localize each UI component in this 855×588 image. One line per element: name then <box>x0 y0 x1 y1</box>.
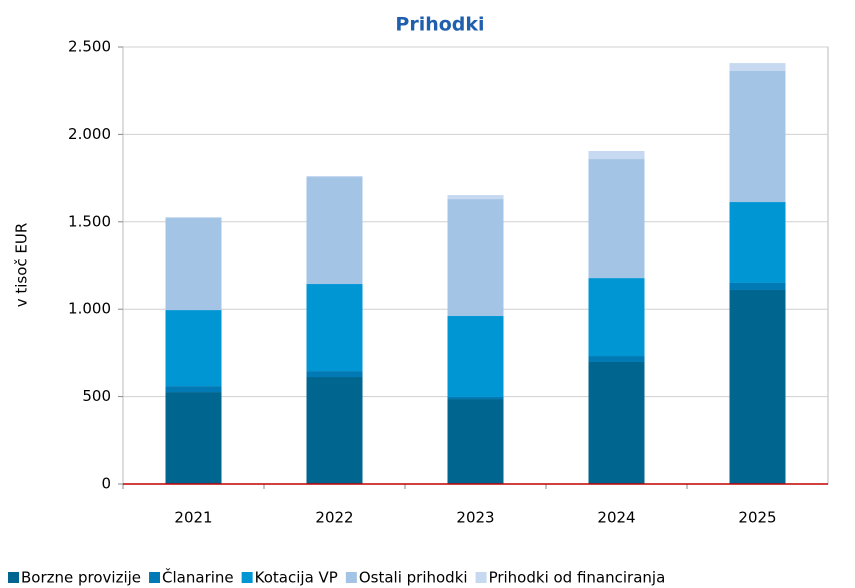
x-tick-label: 2022 <box>315 509 353 527</box>
y-axis-label: v tisoč EUR <box>13 223 31 308</box>
bar-segment <box>306 371 363 378</box>
bar-segment <box>588 356 645 362</box>
bar-segment <box>729 282 786 290</box>
legend-label: Borzne provizije <box>21 569 141 587</box>
bar-segment <box>165 310 222 387</box>
legend-label: Ostali prihodki <box>359 569 468 587</box>
bar-segment <box>447 195 504 200</box>
bar-segment <box>306 284 363 372</box>
bar-segment <box>165 217 222 218</box>
legend-swatch <box>149 572 161 583</box>
bar-segment <box>165 392 222 484</box>
bar-segment <box>588 278 645 357</box>
y-tick-label: 500 <box>82 387 111 405</box>
chart-title: Prihodki <box>395 14 484 36</box>
bar-segment <box>729 289 786 484</box>
bar-segment <box>447 399 504 484</box>
bar-segment <box>729 63 786 71</box>
legend-label: Kotacija VP <box>255 569 338 587</box>
bar-segment <box>165 386 222 393</box>
x-tick-label: 2025 <box>738 509 776 527</box>
x-tick-label: 2021 <box>174 509 212 527</box>
legend-label: Prihodki od financiranja <box>489 569 666 587</box>
bar-segment <box>447 316 504 397</box>
y-tick-label: 1.000 <box>68 300 111 318</box>
legend-swatch <box>8 572 19 583</box>
legend-swatch <box>241 572 253 583</box>
bar-segment <box>729 202 786 283</box>
x-tick-label: 2023 <box>456 509 494 527</box>
legend-swatch <box>345 572 357 583</box>
y-tick-label: 1.500 <box>68 212 111 230</box>
bar-segment <box>588 361 645 484</box>
legend-label: Članarine <box>162 568 234 587</box>
bar-segment <box>306 177 363 285</box>
y-tick-label: 0 <box>101 475 111 493</box>
legend-swatch <box>475 572 487 583</box>
bar-segment <box>588 159 645 279</box>
x-tick-label: 2024 <box>597 509 635 527</box>
y-tick-label: 2.500 <box>68 38 111 56</box>
bar-segment <box>306 176 363 178</box>
bar-segment <box>447 396 504 400</box>
bar-segment <box>729 70 786 203</box>
bar-segment <box>447 199 504 317</box>
bar-segment <box>588 151 645 160</box>
bar-segment <box>165 217 222 311</box>
y-tick-label: 2.000 <box>68 125 111 143</box>
bar-segment <box>306 377 363 484</box>
